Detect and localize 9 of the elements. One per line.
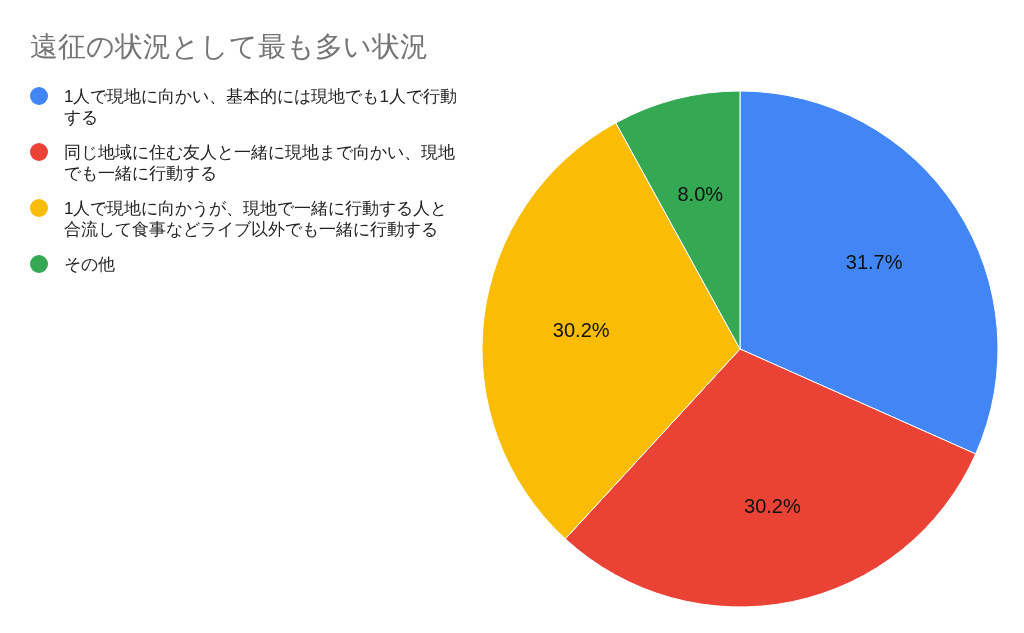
legend-label: 1人で現地に向かうが、現地で一緒に行動する人と合流して食事などライブ以外でも一緒に行動する [64,198,449,240]
data-label: 30.2% [552,318,610,341]
legend-label: 同じ地域に住む友人と一緒に現地まで向かい、現地でも一緒に行動する [64,142,456,184]
legend-label: 1人で現地に向かい、基本的には現地でも1人で行動する [64,86,458,128]
data-label: 8.0% [677,183,724,206]
data-label: 31.7% [845,250,903,273]
legend-label: その他 [64,254,115,275]
chart-title: 遠征の状況として最も多い状況 [30,30,428,64]
data-label: 30.2% [744,494,801,517]
